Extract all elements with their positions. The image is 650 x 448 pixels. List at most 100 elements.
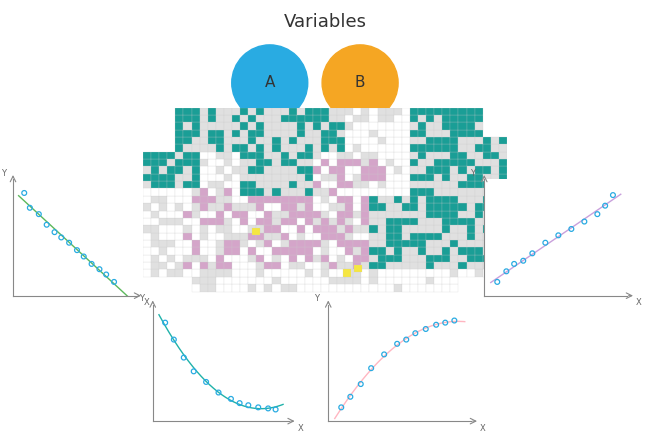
Bar xyxy=(200,152,208,159)
Bar xyxy=(143,269,151,277)
Bar xyxy=(305,159,313,166)
Bar xyxy=(232,277,240,284)
Bar xyxy=(483,218,491,225)
Bar xyxy=(402,115,410,122)
Bar xyxy=(378,181,385,189)
Bar xyxy=(265,108,272,115)
Bar xyxy=(450,196,458,203)
Bar xyxy=(418,137,426,144)
Bar xyxy=(369,152,378,159)
Bar xyxy=(289,203,296,211)
Bar xyxy=(442,108,450,115)
Bar xyxy=(281,159,289,166)
Bar xyxy=(272,122,281,129)
Bar xyxy=(410,181,418,189)
Bar xyxy=(458,137,467,144)
Point xyxy=(25,204,35,211)
Bar xyxy=(378,255,385,262)
Bar xyxy=(491,262,499,269)
Bar xyxy=(354,115,361,122)
Bar xyxy=(483,269,491,277)
Bar xyxy=(159,211,167,218)
Bar xyxy=(369,211,378,218)
Bar xyxy=(337,196,345,203)
Bar xyxy=(394,108,402,115)
Bar xyxy=(483,203,491,211)
Bar xyxy=(176,247,183,255)
Bar xyxy=(192,233,200,240)
Bar xyxy=(200,284,208,292)
Bar xyxy=(385,284,394,292)
Bar xyxy=(289,196,296,203)
Bar xyxy=(394,181,402,189)
Bar xyxy=(167,240,176,247)
Bar xyxy=(176,240,183,247)
Bar xyxy=(296,262,305,269)
Bar xyxy=(394,218,402,225)
Bar xyxy=(426,196,434,203)
Bar xyxy=(208,225,216,233)
Bar xyxy=(240,269,248,277)
Bar xyxy=(402,211,410,218)
Bar xyxy=(321,277,329,284)
Bar xyxy=(272,211,281,218)
Bar xyxy=(418,144,426,152)
Point xyxy=(553,232,564,239)
Bar xyxy=(354,174,361,181)
Bar xyxy=(321,218,329,225)
Bar xyxy=(450,181,458,189)
Bar xyxy=(248,277,256,284)
Bar xyxy=(289,189,296,196)
Bar xyxy=(394,152,402,159)
Bar xyxy=(289,115,296,122)
Bar xyxy=(232,196,240,203)
Bar xyxy=(224,122,232,129)
Bar xyxy=(265,174,272,181)
Bar xyxy=(208,277,216,284)
Bar xyxy=(394,247,402,255)
Bar xyxy=(450,137,458,144)
Bar xyxy=(354,196,361,203)
Bar xyxy=(402,152,410,159)
Bar xyxy=(167,152,176,159)
Bar xyxy=(329,166,337,174)
Bar xyxy=(345,269,354,277)
Bar xyxy=(167,269,176,277)
Point xyxy=(34,211,44,218)
Bar xyxy=(442,247,450,255)
Bar xyxy=(313,247,321,255)
Bar xyxy=(467,181,474,189)
Bar xyxy=(232,129,240,137)
Bar xyxy=(232,174,240,181)
Point xyxy=(270,406,281,413)
Bar xyxy=(369,269,378,277)
Bar xyxy=(151,196,159,203)
Bar xyxy=(467,189,474,196)
Bar xyxy=(321,152,329,159)
Bar xyxy=(200,218,208,225)
Bar xyxy=(313,233,321,240)
Bar xyxy=(361,277,369,284)
Bar xyxy=(418,211,426,218)
Bar xyxy=(385,108,394,115)
Bar xyxy=(281,129,289,137)
Bar xyxy=(491,203,499,211)
Bar xyxy=(313,129,321,137)
Bar xyxy=(426,159,434,166)
Bar xyxy=(394,211,402,218)
Bar xyxy=(345,277,354,284)
Bar xyxy=(378,211,385,218)
Bar xyxy=(361,181,369,189)
Bar xyxy=(159,247,167,255)
Bar xyxy=(321,225,329,233)
Point xyxy=(509,260,519,267)
Bar xyxy=(499,181,507,189)
Bar xyxy=(361,129,369,137)
Bar xyxy=(394,284,402,292)
Bar xyxy=(434,247,442,255)
Point xyxy=(336,404,346,411)
Bar xyxy=(281,137,289,144)
Bar xyxy=(151,269,159,277)
Bar xyxy=(426,218,434,225)
Bar xyxy=(256,137,265,144)
